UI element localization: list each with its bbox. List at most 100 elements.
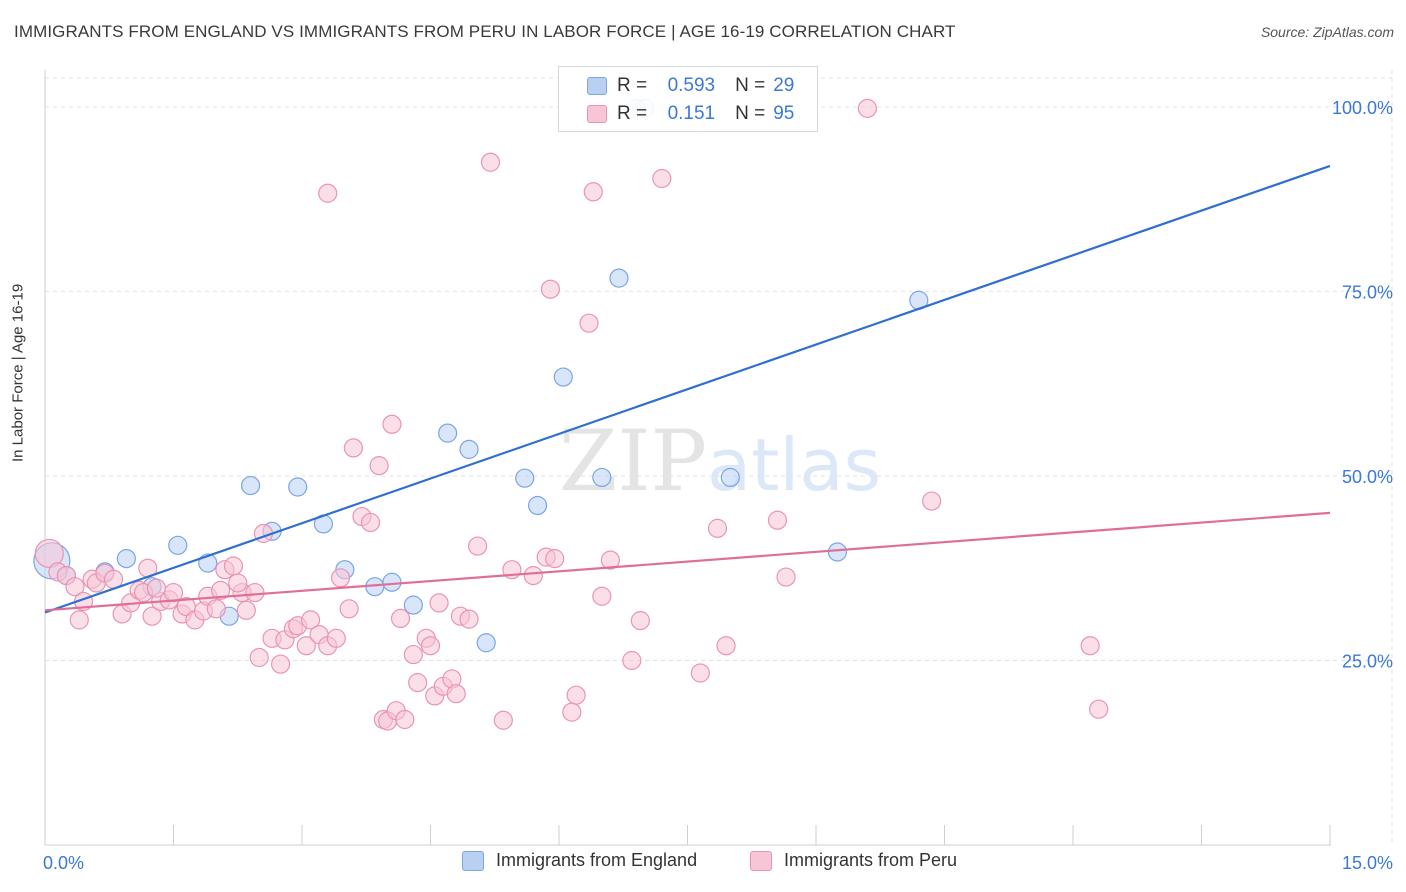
point-peru [493,710,513,730]
point-england [515,468,535,488]
x-tick-label: 0.0% [43,853,84,873]
point-peru [562,702,582,722]
point-peru [330,568,351,588]
series-legend: Immigrants from England Immigrants from … [0,850,1406,878]
point-peru [69,610,89,630]
point-peru [408,673,428,693]
point-peru [545,549,565,569]
legend-swatch-peru [587,105,607,123]
point-peru [592,586,612,606]
point-england [476,633,496,653]
point-peru [540,279,561,299]
point-england [382,572,402,592]
legend-swatch-england [587,77,607,95]
point-england [116,549,136,569]
y-tick-label: 75.0% [1342,282,1393,302]
legend-n-value: 95 [773,103,795,124]
grid-lines [45,70,1393,845]
point-england [288,477,308,497]
legend-n-label: N = [735,75,766,96]
point-peru [270,654,291,674]
series-legend-peru-label: Immigrants from Peru [784,850,958,870]
x-tick-label: 15.0% [1342,853,1393,873]
legend-n-value: 29 [773,75,795,96]
point-peru [480,152,501,172]
point-peru [468,536,488,556]
point-peru [403,644,423,665]
point-peru [776,567,796,587]
point-peru [163,582,184,603]
point-peru [249,647,269,668]
legend-r-value: 0.151 [667,103,716,124]
point-peru [318,183,338,203]
point-peru [211,580,231,600]
point-peru [343,438,363,458]
point-peru [206,599,226,619]
point-peru [446,684,466,704]
point-england [459,439,479,459]
y-tick-label: 100.0% [1332,98,1393,118]
point-england [403,595,423,615]
series-legend-england[interactable]: Immigrants from England [462,850,697,871]
series-swatch-peru [750,850,772,871]
point-peru [707,518,728,538]
point-peru [652,168,672,189]
y-axis-label: In Labor Force | Age 16-19 [9,283,27,462]
point-peru [922,491,942,511]
point-peru [34,538,64,569]
point-peru [360,512,381,533]
point-england [720,467,740,488]
point-england [609,268,629,288]
chart-title: IMMIGRANTS FROM ENGLAND VS IMMIGRANTS FR… [14,22,956,41]
point-peru [65,577,85,597]
point-peru [622,650,642,671]
point-peru [1089,699,1109,719]
point-england [553,367,573,387]
point-peru [630,611,650,631]
point-peru [228,573,248,593]
point-peru [459,609,479,629]
series-swatch-england [462,850,484,871]
point-peru [300,610,321,630]
point-peru [1080,636,1100,656]
point-peru [857,98,878,118]
point-peru [369,456,389,476]
point-peru [523,565,543,586]
point-england [241,475,261,496]
point-peru [223,556,244,576]
point-peru [600,550,621,570]
point-peru [296,636,316,656]
point-peru [395,709,415,730]
trend-line-peru [44,511,1331,612]
legend-r-label: R = [617,103,648,124]
point-peru [716,636,736,656]
axes [44,70,1331,846]
series-legend-peru[interactable]: Immigrants from Peru [750,850,957,871]
legend-row-peru: R = 0.151 N = 95 [559,100,794,128]
watermark-zip: ZIP [559,412,707,510]
point-england [827,542,848,562]
watermark-atlas: atlas [707,423,881,507]
point-peru [566,685,586,705]
point-england [592,467,612,488]
point-peru [579,313,599,333]
legend-r-value: 0.593 [667,75,716,96]
point-peru [236,600,256,620]
watermark: ZIPatlas [559,412,881,510]
data-points [33,98,1109,731]
point-peru [142,606,162,626]
point-peru [339,599,359,619]
legend-n-label: N = [735,103,766,124]
legend-r-label: R = [617,75,648,96]
point-peru [245,582,265,603]
point-peru [429,593,449,613]
point-peru [382,414,402,434]
trend-lines [44,164,1331,614]
chart-source: Source: ZipAtlas.com [1260,24,1394,40]
tick-labels: 25.0% 50.0% 75.0% 100.0% 0.0% 15.0% [43,98,1393,873]
point-peru [690,663,710,683]
point-peru [326,628,346,648]
point-peru [583,182,603,202]
point-peru [390,608,411,629]
